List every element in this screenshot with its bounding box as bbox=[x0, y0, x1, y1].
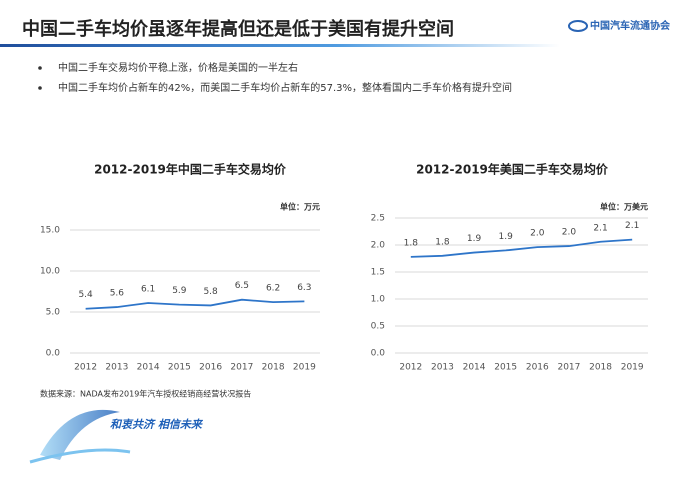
source: 数据来源：NADA发布2019年汽车授权经销商经营状况报告 bbox=[40, 389, 251, 399]
data-label: 6.2 bbox=[266, 284, 280, 294]
y-tick-label: 0.5 bbox=[371, 322, 385, 332]
bullet-dot bbox=[38, 86, 42, 90]
slide-title: 中国二手车均价虽逐年提高但还是低于美国有提升空间 bbox=[22, 18, 454, 40]
logo-text: 中国汽车流通协会 bbox=[590, 19, 670, 32]
y-tick-label: 1.5 bbox=[371, 268, 385, 278]
y-tick-label: 5.0 bbox=[46, 308, 61, 318]
x-tick-label: 2013 bbox=[431, 363, 454, 373]
x-tick-label: 2016 bbox=[199, 363, 222, 373]
data-label: 2.0 bbox=[530, 229, 545, 239]
x-tick-label: 2013 bbox=[105, 363, 128, 373]
bullet-dot bbox=[38, 66, 42, 70]
y-tick-label: 2.0 bbox=[371, 241, 386, 251]
line bbox=[85, 298, 305, 310]
y-tick-label: 0.0 bbox=[371, 349, 386, 359]
x-tick-label: 2018 bbox=[589, 363, 612, 373]
x-tick-label: 2016 bbox=[526, 363, 549, 373]
data-label: 6.1 bbox=[141, 284, 155, 294]
unit-label: 单位：万美元 bbox=[600, 202, 648, 212]
x-tick-label: 2019 bbox=[293, 363, 316, 373]
data-label: 5.4 bbox=[78, 290, 93, 300]
data-label: 1.9 bbox=[467, 234, 482, 244]
chart-title: 2012-2019年中国二手车交易均价 bbox=[94, 162, 287, 177]
y-tick-label: 0.0 bbox=[46, 349, 61, 359]
data-label: 1.8 bbox=[435, 237, 450, 247]
y-tick-label: 1.0 bbox=[371, 295, 386, 305]
data-label: 5.9 bbox=[172, 286, 187, 296]
line bbox=[410, 238, 633, 258]
x-tick-label: 2015 bbox=[168, 363, 191, 373]
x-tick-label: 2014 bbox=[463, 363, 486, 373]
y-tick-label: 15.0 bbox=[40, 226, 60, 236]
data-label: 6.5 bbox=[235, 281, 249, 291]
logo-icon bbox=[568, 20, 588, 32]
bullet: 中国二手车交易均价平稳上涨，价格是美国的一半左右 bbox=[58, 61, 298, 74]
chart-title: 2012-2019年美国二手车交易均价 bbox=[416, 162, 609, 177]
x-tick-label: 2012 bbox=[399, 363, 422, 373]
data-label: 6.3 bbox=[297, 283, 311, 293]
data-label: 2.1 bbox=[593, 223, 607, 233]
data-label: 5.6 bbox=[110, 289, 125, 299]
bullet: 中国二手车均价占新车的42%，而美国二手车均价占新车的57.3%，整体看国内二手… bbox=[58, 81, 512, 94]
slogan-swirl bbox=[40, 409, 120, 460]
slogan-swirl bbox=[29, 448, 131, 464]
x-tick-label: 2017 bbox=[230, 363, 253, 373]
data-label: 5.8 bbox=[203, 287, 218, 297]
y-tick-label: 2.5 bbox=[371, 214, 385, 224]
data-label: 2.1 bbox=[625, 221, 639, 231]
header-rule bbox=[0, 44, 560, 47]
x-tick-label: 2014 bbox=[137, 363, 160, 373]
data-label: 1.8 bbox=[404, 238, 419, 248]
unit-label: 单位：万元 bbox=[280, 202, 320, 212]
y-tick-label: 10.0 bbox=[40, 267, 60, 277]
data-label: 2.0 bbox=[562, 228, 577, 238]
slogan: 和衷共济 相信未来 bbox=[110, 418, 204, 431]
x-tick-label: 2015 bbox=[494, 363, 517, 373]
x-tick-label: 2019 bbox=[621, 363, 644, 373]
x-tick-label: 2018 bbox=[262, 363, 285, 373]
x-tick-label: 2017 bbox=[557, 363, 580, 373]
x-tick-label: 2012 bbox=[74, 363, 97, 373]
data-label: 1.9 bbox=[499, 232, 514, 242]
